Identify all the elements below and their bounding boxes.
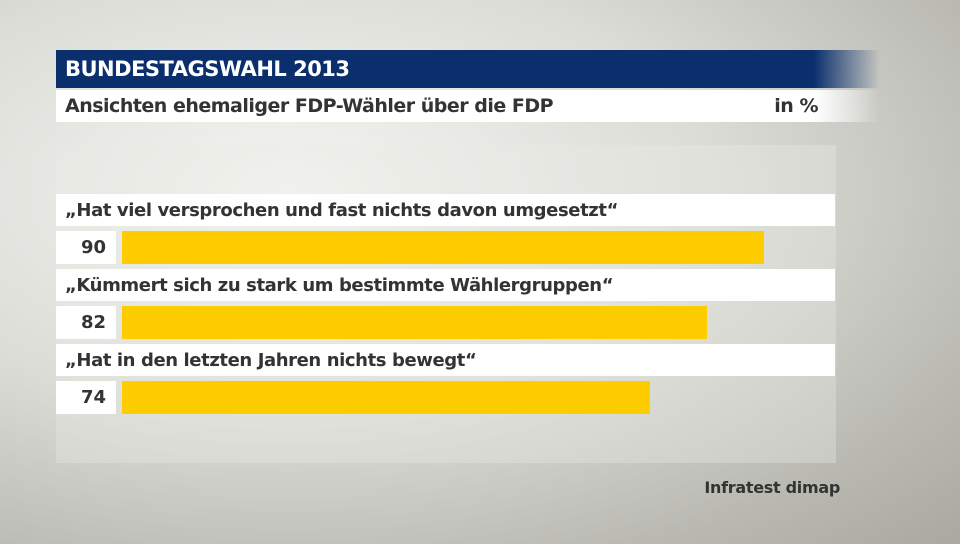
bar <box>122 381 650 414</box>
bar <box>122 306 707 339</box>
subtitle-bar: Ansichten ehemaliger FDP-Wähler über die… <box>56 90 880 122</box>
unit-label: in % <box>774 95 818 117</box>
category-label: „Kümmert sich zu stark um bestimmte Wähl… <box>56 269 835 301</box>
header-title: BUNDESTAGSWAHL 2013 <box>65 57 350 81</box>
chart-subtitle: Ansichten ehemaliger FDP-Wähler über die… <box>65 95 554 117</box>
source-label: Infratest dimap <box>704 478 840 497</box>
value-label: 74 <box>56 381 116 414</box>
category-label: „Hat viel versprochen und fast nichts da… <box>56 194 835 226</box>
bar <box>122 231 764 264</box>
chart-panel <box>56 145 836 463</box>
header-banner: BUNDESTAGSWAHL 2013 <box>56 50 880 88</box>
value-label: 82 <box>56 306 116 339</box>
category-label: „Hat in den letzten Jahren nichts bewegt… <box>56 344 835 376</box>
value-label: 90 <box>56 231 116 264</box>
